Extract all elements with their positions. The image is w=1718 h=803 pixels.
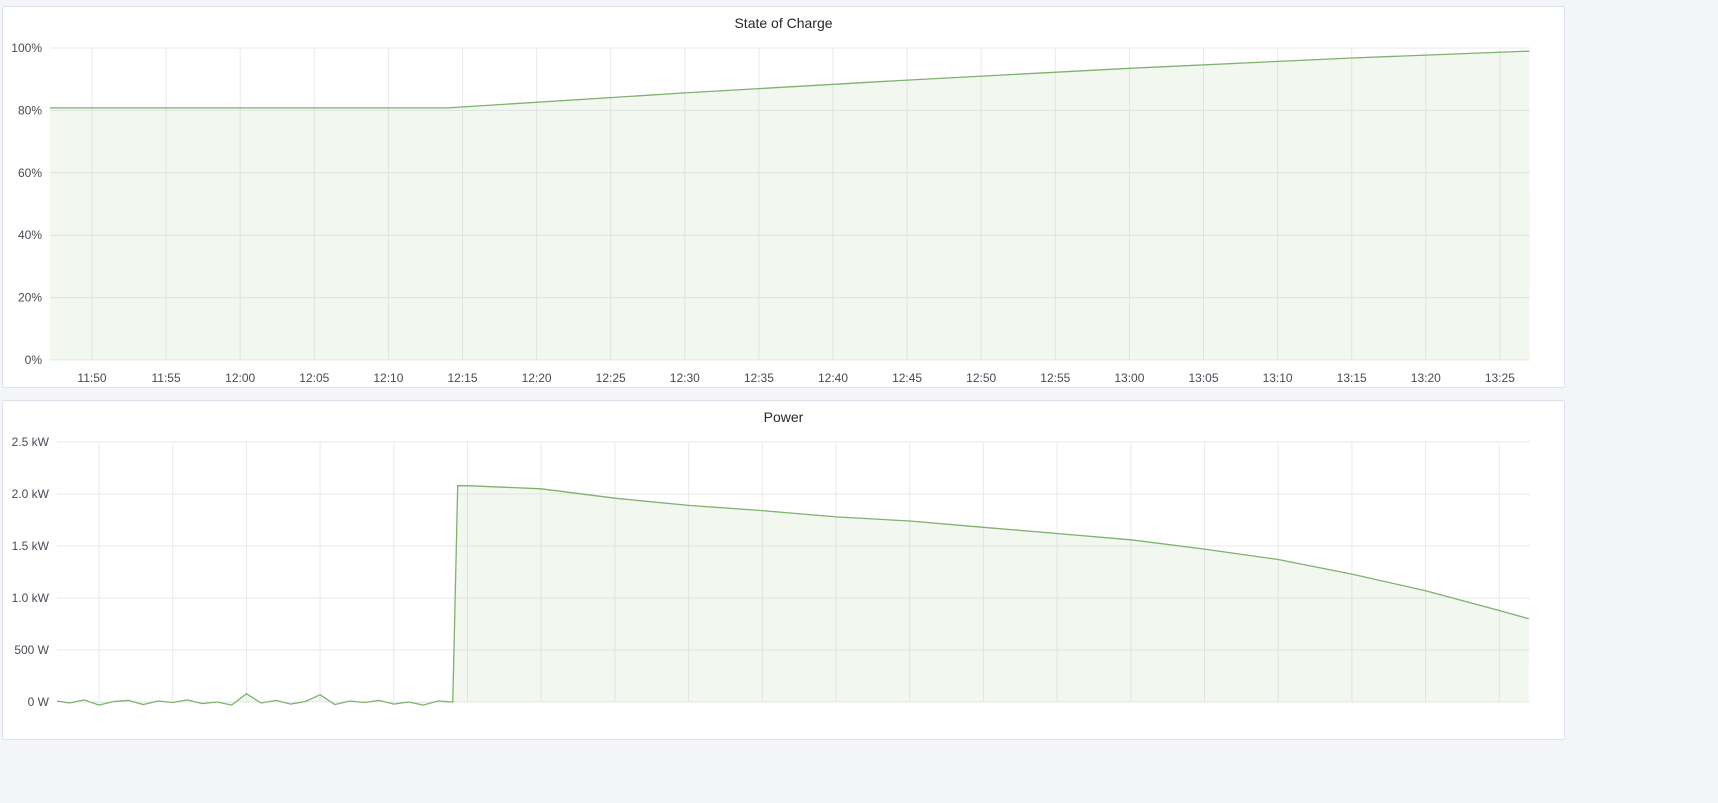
x-tick-label: 13:05	[1188, 371, 1218, 385]
soc-chart[interactable]: 0% 20% 40% 60% 80% 100% 11:50 11:55 12:00 12:05 12…	[3, 7, 1566, 389]
y-tick-label: 500 W	[14, 643, 49, 657]
x-tick-label: 12:00	[225, 371, 255, 385]
panel-title: State of Charge	[734, 15, 833, 31]
y-tick-label: 1.0 kW	[12, 591, 50, 605]
y-tick-label: 60%	[18, 166, 42, 180]
x-tick-label: 12:05	[299, 371, 329, 385]
x-tick-label: 13:10	[1263, 371, 1293, 385]
y-tick-label: 80%	[18, 103, 42, 117]
panel-title: Power	[763, 409, 804, 425]
x-tick-label: 11:50	[77, 371, 106, 385]
soc-panel: State of Charge 0% 20% 40% 60% 80% 100% 11:50 1…	[2, 6, 1565, 388]
x-tick-label: 13:15	[1337, 371, 1367, 385]
x-tick-label: 12:40	[818, 371, 848, 385]
x-tick-label: 13:20	[1411, 371, 1441, 385]
x-tick-label: 12:15	[447, 371, 477, 385]
series-line	[56, 485, 1529, 706]
y-tick-label: 1.5 kW	[12, 539, 50, 553]
y-tick-label: 20%	[18, 291, 42, 305]
x-tick-label: 12:55	[1040, 371, 1070, 385]
series-area	[50, 51, 1530, 360]
x-tick-label: 12:35	[744, 371, 774, 385]
x-tick-label: 12:10	[373, 371, 403, 385]
y-tick-label: 0%	[25, 353, 43, 367]
y-tick-label: 0 W	[28, 695, 50, 709]
series-area	[57, 485, 1529, 706]
power-chart[interactable]: 0 W 500 W 1.0 kW 1.5 kW 2.0 kW 2.5 kW	[3, 401, 1566, 741]
x-tick-label: 12:25	[596, 371, 626, 385]
power-panel: Power 0 W 500 W 1.0 kW 1.5 kW 2.0 kW 2.5 kW	[2, 400, 1565, 740]
y-tick-label: 40%	[18, 228, 42, 242]
x-tick-label: 11:55	[152, 371, 181, 385]
x-tick-label: 13:00	[1114, 371, 1144, 385]
x-tick-label: 13:25	[1485, 371, 1515, 385]
y-tick-label: 2.0 kW	[12, 487, 50, 501]
x-tick-label: 12:45	[892, 371, 922, 385]
x-tick-label: 12:30	[670, 371, 700, 385]
x-tick-label: 12:20	[522, 371, 552, 385]
y-tick-label: 2.5 kW	[12, 435, 50, 449]
series-line	[50, 50, 1530, 109]
x-tick-label: 12:50	[966, 371, 996, 385]
y-tick-label: 100%	[11, 41, 42, 55]
